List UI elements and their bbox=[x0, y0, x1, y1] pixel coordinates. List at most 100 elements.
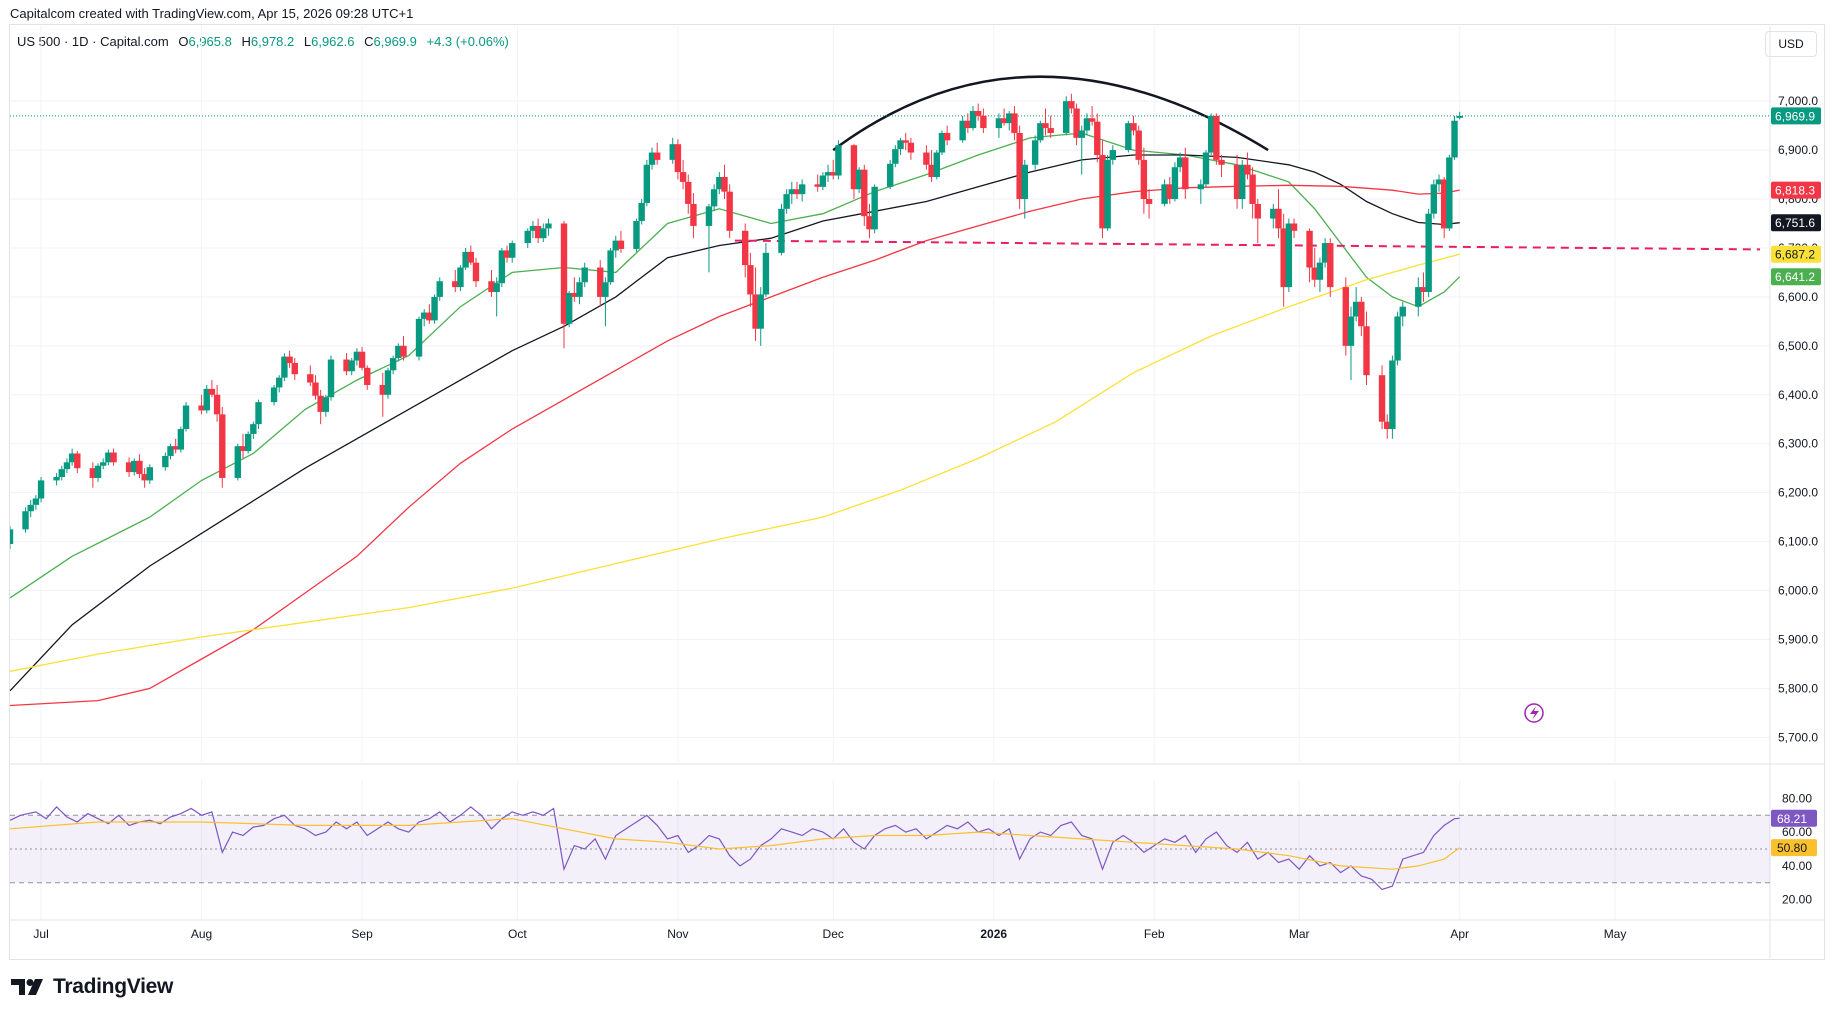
candle-body bbox=[830, 172, 837, 176]
candle-body bbox=[146, 467, 153, 481]
time-tick-label: Apr bbox=[1450, 927, 1469, 941]
candle-body bbox=[685, 181, 692, 204]
candle-body bbox=[871, 186, 878, 230]
candle-body bbox=[1207, 115, 1215, 153]
candle-body bbox=[1327, 243, 1334, 288]
candle-body bbox=[1244, 164, 1251, 175]
candle-body bbox=[835, 145, 842, 176]
candle-body bbox=[690, 203, 697, 226]
candle-body bbox=[742, 230, 749, 266]
candle-body bbox=[1088, 118, 1096, 122]
candle-body bbox=[1415, 287, 1422, 307]
price-tick-label: 6,000.0 bbox=[1778, 584, 1818, 598]
time-tick-label: Dec bbox=[823, 927, 844, 941]
price-badges: 6,969.9 6,818.3 6,751.6 6,687.2 6,641.2 bbox=[1771, 107, 1821, 286]
candle-body bbox=[648, 152, 656, 165]
candle-body bbox=[379, 384, 386, 395]
open-value: 6,965.8 bbox=[188, 34, 232, 49]
flash-icon-circle bbox=[1524, 703, 1544, 723]
flash-icon-bolt bbox=[1530, 706, 1539, 720]
candle-body bbox=[1171, 167, 1179, 200]
candle-body bbox=[415, 318, 423, 357]
candle-body bbox=[462, 251, 469, 268]
price-tick-label: 6,100.0 bbox=[1778, 535, 1818, 549]
badge-sma-long bbox=[1771, 181, 1821, 199]
candle-body bbox=[1031, 140, 1039, 165]
close-key: C bbox=[364, 34, 374, 49]
candle-body bbox=[534, 225, 542, 239]
candle-body bbox=[1420, 287, 1427, 292]
candle-body bbox=[855, 169, 863, 190]
time-tick-label: Nov bbox=[667, 927, 688, 941]
candle-body bbox=[431, 296, 438, 321]
candle-body bbox=[244, 433, 252, 452]
candle-body bbox=[353, 351, 361, 361]
candle-body bbox=[1435, 179, 1443, 185]
candle-body bbox=[959, 120, 966, 141]
candle-body bbox=[1352, 301, 1360, 317]
candle-body bbox=[58, 469, 65, 477]
candle-body bbox=[343, 359, 350, 372]
candle-body bbox=[74, 453, 81, 469]
rounded-top-arc bbox=[832, 75, 1269, 152]
candle-body bbox=[1063, 101, 1070, 133]
candle-body bbox=[633, 221, 640, 249]
candle-body bbox=[1389, 360, 1396, 430]
candle-body bbox=[503, 250, 511, 258]
currency-button[interactable]: USD bbox=[1765, 31, 1817, 57]
candle-body bbox=[1166, 184, 1173, 200]
candle-body bbox=[892, 149, 899, 164]
time-tick-label: Jul bbox=[33, 927, 48, 941]
symbol-legend: US 500 · 1D · Capital.com O6,965.8 H6,97… bbox=[17, 34, 515, 49]
candle-body bbox=[1342, 287, 1349, 346]
candle-body bbox=[317, 395, 324, 412]
candle-body bbox=[498, 250, 506, 284]
candle-body bbox=[270, 387, 278, 403]
candle-body bbox=[710, 189, 718, 207]
candle-body bbox=[1130, 123, 1137, 131]
candle-body bbox=[1011, 113, 1018, 133]
time-tick-label: Oct bbox=[508, 927, 527, 941]
moving-averages bbox=[10, 132, 1461, 707]
price-tick-label: 6,200.0 bbox=[1778, 486, 1818, 500]
candle-body bbox=[928, 164, 935, 177]
candle-body bbox=[1218, 159, 1225, 165]
candle-body bbox=[726, 191, 733, 231]
candle-body bbox=[172, 446, 179, 450]
candle-body bbox=[545, 223, 552, 229]
badge-label-rsi-ma-value: 50.80 bbox=[1777, 841, 1807, 855]
symbol-title[interactable]: US 500 · 1D · Capital.com bbox=[17, 34, 169, 49]
candle-body bbox=[1384, 421, 1391, 430]
rsi-tick-label: 40.00 bbox=[1782, 859, 1812, 873]
candle-body bbox=[1363, 326, 1370, 376]
time-tick-label: 2026 bbox=[980, 927, 1007, 941]
candle-body bbox=[1358, 301, 1365, 327]
badge-label-rsi-value: 68.21 bbox=[1777, 812, 1807, 826]
rsi-tick-label: 60.00 bbox=[1782, 825, 1812, 839]
candle-body bbox=[63, 462, 71, 470]
candle-body bbox=[866, 216, 873, 230]
candle-body bbox=[762, 252, 770, 295]
price-tick-label: 7,000.0 bbox=[1778, 94, 1818, 108]
candle-body bbox=[1430, 184, 1438, 214]
time-tick-label: Mar bbox=[1289, 927, 1310, 941]
candle-body bbox=[291, 362, 298, 375]
candle-body bbox=[182, 405, 190, 430]
candle-body bbox=[902, 140, 909, 143]
candle-body bbox=[198, 405, 205, 411]
badge-label-sma-short: 6,641.2 bbox=[1775, 270, 1815, 284]
candle-body bbox=[721, 177, 728, 192]
candle-body bbox=[68, 453, 76, 463]
ma-line-sma-mid bbox=[10, 154, 1460, 692]
candle-body bbox=[814, 184, 821, 187]
candle-body bbox=[312, 382, 319, 396]
candle-body bbox=[1021, 164, 1028, 200]
tradingview-logo[interactable]: TradingView bbox=[11, 975, 173, 999]
candle-body bbox=[1347, 316, 1355, 346]
badge-last-price bbox=[1771, 107, 1821, 125]
candle-body bbox=[1109, 150, 1117, 160]
price-tick-label: 6,900.0 bbox=[1778, 143, 1818, 157]
candle-body bbox=[358, 351, 366, 368]
candle-body bbox=[1202, 152, 1210, 185]
